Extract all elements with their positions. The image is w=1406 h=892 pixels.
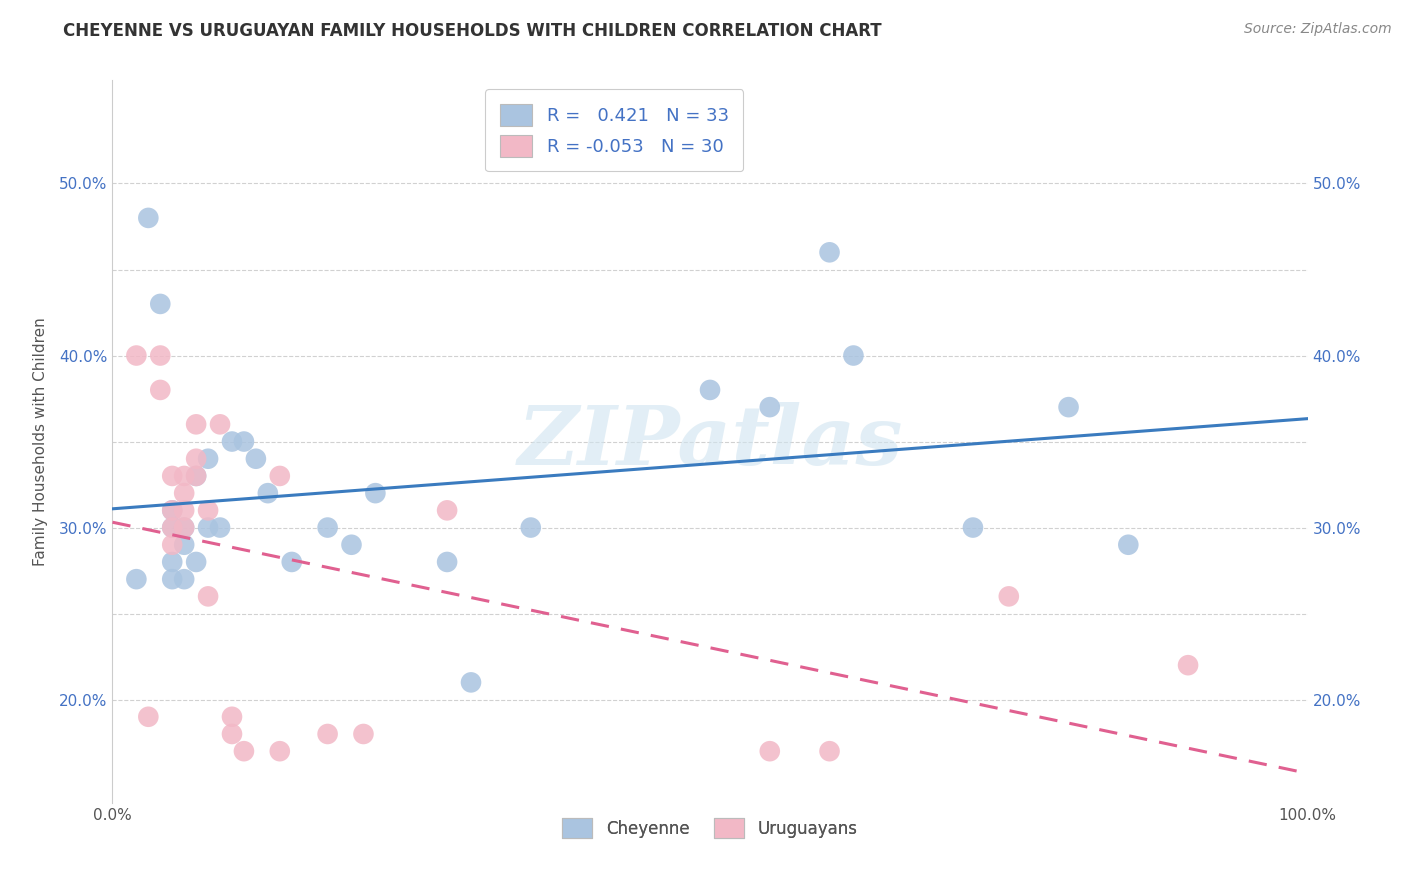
Point xyxy=(173,469,195,483)
Point xyxy=(842,349,865,363)
Point xyxy=(699,383,721,397)
Point xyxy=(149,383,172,397)
Point xyxy=(162,555,183,569)
Point xyxy=(998,590,1021,604)
Point xyxy=(962,520,984,534)
Point xyxy=(352,727,374,741)
Point xyxy=(162,520,183,534)
Point xyxy=(173,486,195,500)
Point xyxy=(759,400,782,414)
Point xyxy=(162,538,183,552)
Point xyxy=(460,675,482,690)
Point xyxy=(245,451,267,466)
Point xyxy=(162,469,183,483)
Point xyxy=(186,469,208,483)
Point xyxy=(173,520,195,534)
Point xyxy=(221,727,243,741)
Point xyxy=(436,503,458,517)
Point xyxy=(125,572,148,586)
Point xyxy=(162,503,183,517)
Point xyxy=(269,469,291,483)
Point xyxy=(233,434,256,449)
Point xyxy=(269,744,291,758)
Point xyxy=(221,710,243,724)
Point xyxy=(281,555,304,569)
Point xyxy=(197,590,219,604)
Point xyxy=(173,572,195,586)
Point xyxy=(162,572,183,586)
Legend: Cheyenne, Uruguayans: Cheyenne, Uruguayans xyxy=(555,812,865,845)
Point xyxy=(162,503,183,517)
Point xyxy=(221,434,243,449)
Point xyxy=(818,245,841,260)
Point xyxy=(186,417,208,432)
Text: Source: ZipAtlas.com: Source: ZipAtlas.com xyxy=(1244,22,1392,37)
Point xyxy=(186,451,208,466)
Point xyxy=(197,451,219,466)
Point xyxy=(125,349,148,363)
Point xyxy=(173,538,195,552)
Point xyxy=(186,555,208,569)
Y-axis label: Family Households with Children: Family Households with Children xyxy=(32,318,48,566)
Point xyxy=(209,520,232,534)
Text: CHEYENNE VS URUGUAYAN FAMILY HOUSEHOLDS WITH CHILDREN CORRELATION CHART: CHEYENNE VS URUGUAYAN FAMILY HOUSEHOLDS … xyxy=(63,22,882,40)
Point xyxy=(149,297,172,311)
Point xyxy=(1057,400,1080,414)
Point xyxy=(186,469,208,483)
Point xyxy=(138,710,160,724)
Point xyxy=(1118,538,1140,552)
Point xyxy=(316,727,339,741)
Point xyxy=(162,520,183,534)
Point xyxy=(340,538,363,552)
Point xyxy=(818,744,841,758)
Point xyxy=(197,520,219,534)
Point xyxy=(209,417,232,432)
Point xyxy=(759,744,782,758)
Point xyxy=(520,520,543,534)
Text: ZIPatlas: ZIPatlas xyxy=(517,401,903,482)
Point xyxy=(149,349,172,363)
Point xyxy=(364,486,387,500)
Point xyxy=(173,520,195,534)
Point xyxy=(436,555,458,569)
Point xyxy=(233,744,256,758)
Point xyxy=(257,486,280,500)
Point xyxy=(197,503,219,517)
Point xyxy=(1177,658,1199,673)
Point xyxy=(173,503,195,517)
Point xyxy=(316,520,339,534)
Point xyxy=(138,211,160,225)
